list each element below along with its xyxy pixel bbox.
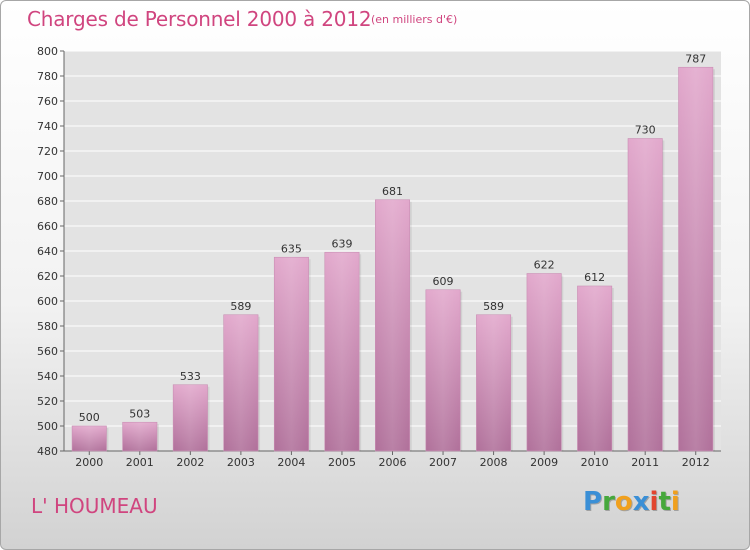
x-tick-label: 2007 xyxy=(429,456,457,469)
x-tick-label: 2009 xyxy=(530,456,558,469)
y-tick-label: 640 xyxy=(37,245,58,258)
x-tick-label: 2010 xyxy=(581,456,609,469)
y-tick-label: 800 xyxy=(37,45,58,58)
y-tick-label: 620 xyxy=(37,270,58,283)
bar-value-label: 503 xyxy=(129,407,150,420)
x-tick-label: 2004 xyxy=(277,456,305,469)
bar-value-label: 622 xyxy=(534,259,555,272)
bar-highlight xyxy=(375,199,410,451)
bar-highlight xyxy=(476,314,511,451)
y-tick-label: 560 xyxy=(37,345,58,358)
bar-value-label: 609 xyxy=(433,275,454,288)
y-tick-label: 740 xyxy=(37,120,58,133)
x-tick-label: 2005 xyxy=(328,456,356,469)
bar-value-label: 639 xyxy=(331,237,352,250)
proxiti-logo: Proxiti xyxy=(583,487,680,517)
logo-letter: x xyxy=(632,487,650,517)
bar-value-label: 533 xyxy=(180,370,201,383)
bar-highlight xyxy=(628,138,663,451)
bar-value-label: 681 xyxy=(382,185,403,198)
bar-highlight xyxy=(577,286,612,451)
y-tick-label: 520 xyxy=(37,395,58,408)
y-tick-label: 500 xyxy=(37,420,58,433)
bar-highlight xyxy=(173,384,208,451)
chart-title: Charges de Personnel 2000 à 2012 xyxy=(27,7,372,31)
y-tick-label: 720 xyxy=(37,145,58,158)
y-tick-label: 660 xyxy=(37,220,58,233)
logo-letter: r xyxy=(602,487,615,517)
bar-value-label: 589 xyxy=(483,300,504,313)
x-tick-label: 2000 xyxy=(75,456,103,469)
bar-value-label: 500 xyxy=(79,411,100,424)
bar-highlight xyxy=(526,273,562,451)
logo-letter: i xyxy=(670,487,680,517)
bar-highlight xyxy=(425,289,461,451)
y-tick-label: 760 xyxy=(37,95,58,108)
bar-value-label: 635 xyxy=(281,242,302,255)
bar-highlight xyxy=(274,257,309,451)
x-tick-label: 2008 xyxy=(480,456,508,469)
bar-value-label: 730 xyxy=(635,124,656,137)
y-tick-label: 700 xyxy=(37,170,58,183)
x-tick-label: 2012 xyxy=(682,456,710,469)
logo-letter: o xyxy=(614,487,633,517)
y-tick-label: 680 xyxy=(37,195,58,208)
bar-highlight xyxy=(223,314,259,451)
x-tick-label: 2011 xyxy=(631,456,659,469)
bar-highlight xyxy=(678,67,713,451)
logo-letter: t xyxy=(658,487,671,517)
x-tick-label: 2003 xyxy=(227,456,255,469)
commune-name: L' HOUMEAU xyxy=(31,494,158,518)
bar-highlight xyxy=(122,422,157,451)
logo-letter: i xyxy=(649,487,659,517)
x-tick-label: 2002 xyxy=(176,456,204,469)
y-tick-label: 600 xyxy=(37,295,58,308)
y-tick-label: 780 xyxy=(37,70,58,83)
bar-value-label: 589 xyxy=(230,300,251,313)
logo-letter: P xyxy=(583,487,603,517)
bar-value-label: 787 xyxy=(685,52,706,65)
y-tick-label: 580 xyxy=(37,320,58,333)
y-tick-label: 480 xyxy=(37,445,58,458)
chart-subtitle: (en milliers d'€) xyxy=(371,13,458,26)
y-tick-label: 540 xyxy=(37,370,58,383)
bar-highlight xyxy=(72,426,107,451)
x-tick-label: 2001 xyxy=(126,456,154,469)
bar-highlight xyxy=(324,252,360,451)
bar-value-label: 612 xyxy=(584,271,605,284)
x-tick-label: 2006 xyxy=(379,456,407,469)
